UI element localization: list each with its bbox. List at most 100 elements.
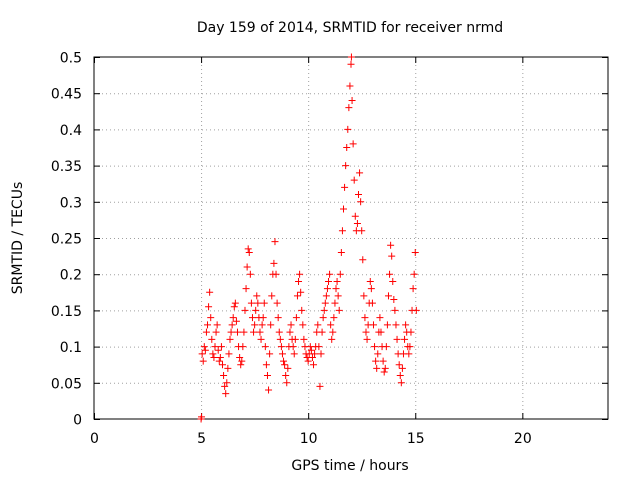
- data-point: [289, 343, 297, 351]
- data-point: [282, 372, 290, 380]
- data-point: [262, 361, 270, 369]
- data-point: [374, 350, 382, 358]
- x-tick-label: 0: [90, 431, 99, 447]
- data-point: [277, 343, 285, 351]
- data-point: [248, 314, 256, 322]
- y-tick-label: 0: [73, 413, 82, 429]
- data-point: [226, 335, 234, 343]
- data-point: [314, 321, 322, 329]
- data-point: [387, 241, 395, 249]
- x-tick-label: 15: [407, 431, 425, 447]
- chart-title: Day 159 of 2014, SRMTID for receiver nrm…: [197, 20, 503, 36]
- data-point: [396, 372, 404, 380]
- data-point: [211, 343, 219, 351]
- y-tick-label: 0.1: [60, 340, 82, 356]
- data-point: [298, 306, 306, 314]
- data-point: [393, 335, 401, 343]
- data-point: [359, 256, 367, 264]
- data-point: [224, 364, 232, 372]
- data-point: [402, 321, 410, 329]
- data-point: [244, 245, 252, 253]
- data-point: [362, 328, 370, 336]
- data-point: [311, 350, 319, 358]
- y-tick-label: 0.5: [60, 51, 82, 67]
- data-point: [208, 335, 216, 343]
- data-point: [273, 299, 281, 307]
- data-point: [199, 357, 207, 365]
- data-point: [376, 314, 384, 322]
- data-point: [379, 357, 387, 365]
- data-point: [209, 350, 217, 358]
- data-point: [207, 314, 215, 322]
- data-point: [368, 299, 376, 307]
- data-point: [346, 82, 354, 90]
- data-point: [232, 317, 240, 325]
- y-tick-label: 0.2: [60, 268, 82, 284]
- data-point: [250, 328, 258, 336]
- data-point: [297, 288, 305, 296]
- data-point: [336, 270, 344, 278]
- data-point: [263, 372, 271, 380]
- data-point: [256, 328, 264, 336]
- data-point: [213, 321, 221, 329]
- data-point: [240, 328, 248, 336]
- data-point: [358, 227, 366, 235]
- data-point: [357, 198, 365, 206]
- data-point: [200, 343, 208, 351]
- data-point: [322, 292, 330, 300]
- data-point: [283, 379, 291, 387]
- x-tick-label: 10: [300, 431, 318, 447]
- y-tick-label: 0.15: [51, 304, 82, 320]
- data-point: [401, 335, 409, 343]
- y-axis-label: SRMTID / TECUs: [10, 182, 26, 295]
- y-tick-label: 0.4: [60, 123, 82, 139]
- data-point: [286, 328, 294, 336]
- data-point: [237, 361, 245, 369]
- data-point: [310, 361, 318, 369]
- data-point: [231, 299, 239, 307]
- data-point: [230, 303, 238, 311]
- data-point: [334, 292, 342, 300]
- data-point: [278, 350, 286, 358]
- data-point: [327, 321, 335, 329]
- data-point: [320, 306, 328, 314]
- data-point: [259, 314, 267, 322]
- data-point: [412, 306, 420, 314]
- data-point: [233, 328, 241, 336]
- data-point: [281, 361, 289, 369]
- data-point: [341, 183, 349, 191]
- data-point: [316, 382, 324, 390]
- data-point: [337, 248, 345, 256]
- data-point: [329, 328, 337, 336]
- data-point: [391, 306, 399, 314]
- data-point: [274, 314, 282, 322]
- data-point: [202, 328, 210, 336]
- data-point: [225, 350, 233, 358]
- data-point: [284, 364, 292, 372]
- data-point: [398, 364, 406, 372]
- data-point: [395, 361, 403, 369]
- data-point: [392, 321, 400, 329]
- data-point: [381, 364, 389, 372]
- data-point: [236, 353, 244, 361]
- data-point: [243, 263, 251, 271]
- y-tick-labels: 0 0.05 0.1 0.15 0.2 0.25 0.3 0.35 0.4 0.45 0.5: [51, 51, 82, 429]
- data-point: [388, 252, 396, 260]
- data-point: [205, 303, 213, 311]
- data-point: [271, 238, 279, 246]
- data-point: [275, 328, 283, 336]
- data-point: [296, 270, 304, 278]
- data-point: [367, 285, 375, 293]
- data-point: [266, 350, 274, 358]
- data-point: [315, 343, 323, 351]
- data-point: [411, 248, 419, 256]
- data-point: [290, 350, 298, 358]
- data-point: [347, 53, 355, 61]
- data-point: [389, 277, 397, 285]
- data-point: [409, 285, 417, 293]
- data-point: [317, 350, 325, 358]
- data-point: [299, 321, 307, 329]
- data-point: [348, 96, 356, 104]
- data-point: [338, 227, 346, 235]
- data-point: [340, 205, 348, 213]
